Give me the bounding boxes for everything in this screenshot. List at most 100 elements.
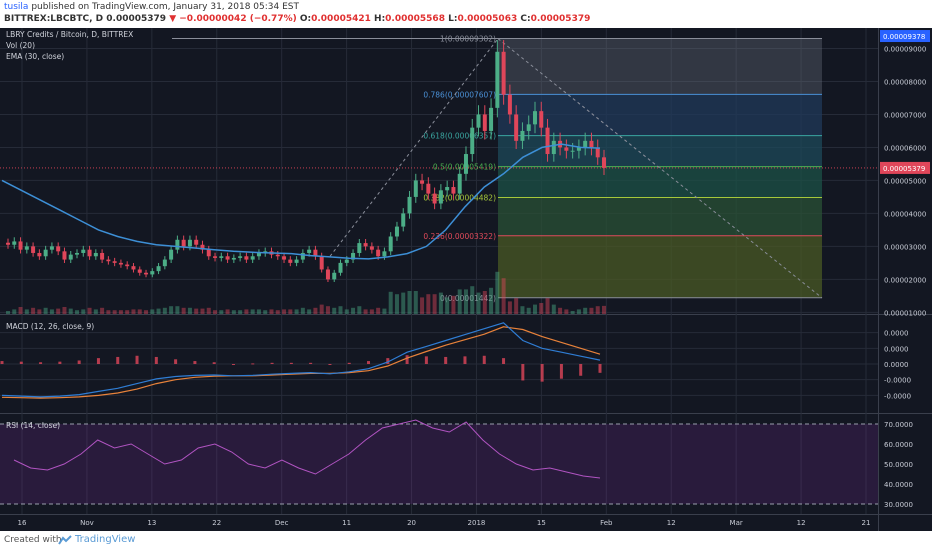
price-candle (445, 180, 450, 197)
price-change: −0.00000042 (−0.77%) (179, 14, 297, 24)
volume-bar (250, 309, 255, 314)
volume-bar (338, 306, 343, 314)
rsi-tick-label: 60.0000 (884, 441, 913, 449)
price-candle (18, 237, 23, 254)
volume-bar (213, 310, 218, 314)
down-arrow-icon: ▼ (169, 14, 177, 24)
price-candle (338, 259, 343, 276)
volume-bar (583, 307, 588, 314)
volume-bar (313, 307, 318, 314)
candle-body (81, 249, 86, 253)
candle-body (344, 259, 349, 263)
candle-body (545, 127, 550, 155)
macd-histogram-bar (347, 362, 351, 364)
volume-bar (125, 310, 130, 314)
volume-bar (526, 307, 531, 314)
volume-bar (438, 292, 443, 314)
volume-bar (551, 304, 556, 314)
price-candle (432, 187, 437, 210)
candle-body (426, 183, 431, 194)
candle-body (451, 187, 456, 194)
candle-body (501, 51, 506, 95)
volume-bar (31, 307, 36, 314)
volume-bar (244, 309, 249, 314)
candle-body (194, 239, 199, 245)
price-candle (238, 252, 243, 262)
volume-bar (162, 307, 167, 314)
macd-histogram-bar (19, 361, 23, 364)
candle-body (12, 241, 17, 245)
price-candle (514, 105, 519, 150)
volume-bar (407, 291, 412, 314)
fib-level-label: 0.618(0.00006357) (423, 132, 496, 141)
macd-histogram-bar (502, 358, 506, 364)
time-tick-label: Nov (80, 519, 94, 527)
candle-body (457, 173, 462, 194)
price-candle (520, 122, 525, 150)
volume-bar (470, 286, 475, 314)
price-candle (482, 105, 487, 140)
candle-body (231, 257, 236, 260)
macd-histogram-bar (463, 356, 467, 364)
volume-bar (564, 309, 569, 314)
low-label: L: (448, 14, 458, 24)
volume-bar (181, 307, 186, 314)
time-tick-label: 12 (797, 519, 806, 527)
price-label-text: 0.00005379 (883, 165, 925, 173)
volume-bar (137, 309, 142, 314)
price-candle (125, 261, 130, 270)
candle-body (125, 264, 130, 267)
price-candle (213, 252, 218, 262)
macd-histogram-bar (328, 364, 332, 365)
candle-body (313, 249, 318, 257)
volume-bar (394, 294, 399, 314)
fib-zone (498, 38, 822, 95)
price-tick-label: 0.00009000 (884, 45, 926, 53)
price-candle (394, 221, 399, 241)
volume-bar (288, 309, 293, 314)
macd-histogram-bar (212, 362, 216, 364)
volume-bar (18, 307, 23, 314)
candle-body (93, 252, 98, 257)
candle-body (332, 272, 337, 280)
volume-bar (231, 310, 236, 314)
volume-bar (495, 271, 500, 314)
price-tick-label: 0.00008000 (884, 78, 926, 86)
tradingview-brand[interactable]: TradingView (75, 534, 136, 545)
price-candle (288, 256, 293, 267)
volume-bar (238, 310, 243, 314)
fib-zone (498, 197, 822, 236)
fib-zone (498, 94, 822, 136)
price-candle (539, 101, 544, 137)
volume-bar (576, 309, 581, 314)
time-tick-label: 20 (407, 519, 416, 527)
author-link[interactable]: tusila (4, 2, 29, 12)
macd-line (1, 322, 601, 398)
price-candle (137, 266, 142, 276)
trading-chart[interactable]: 0.00009000 0.00008000 0.00007000 0.00006000… (0, 28, 932, 531)
candle-body (118, 262, 123, 265)
macd-tick-label: 0.0000 (884, 330, 909, 338)
ohlc-line: BITTREX:LBCBTC, D 0.00005379 ▼ −0.000000… (4, 14, 590, 24)
candle-body (100, 252, 105, 260)
price-candle (313, 245, 318, 260)
volume-bar (194, 308, 199, 314)
time-tick-label: 13 (147, 519, 156, 527)
price-candle (37, 249, 42, 260)
volume-bar (307, 309, 312, 314)
candle-body (476, 114, 481, 128)
candle-body (526, 124, 531, 131)
footer: Created with TradingView (0, 531, 932, 550)
rsi-line (13, 419, 601, 479)
price-candle (31, 242, 36, 257)
volume-bar (558, 307, 563, 314)
volume-bar (476, 292, 481, 314)
candle-body (363, 243, 368, 247)
price-candle (420, 173, 425, 191)
candle-body (156, 266, 161, 272)
candle-body (238, 256, 243, 258)
volume-bar (300, 307, 305, 314)
candle-body (294, 259, 299, 263)
macd-histogram-bar (367, 361, 371, 364)
candle-body (570, 150, 575, 152)
